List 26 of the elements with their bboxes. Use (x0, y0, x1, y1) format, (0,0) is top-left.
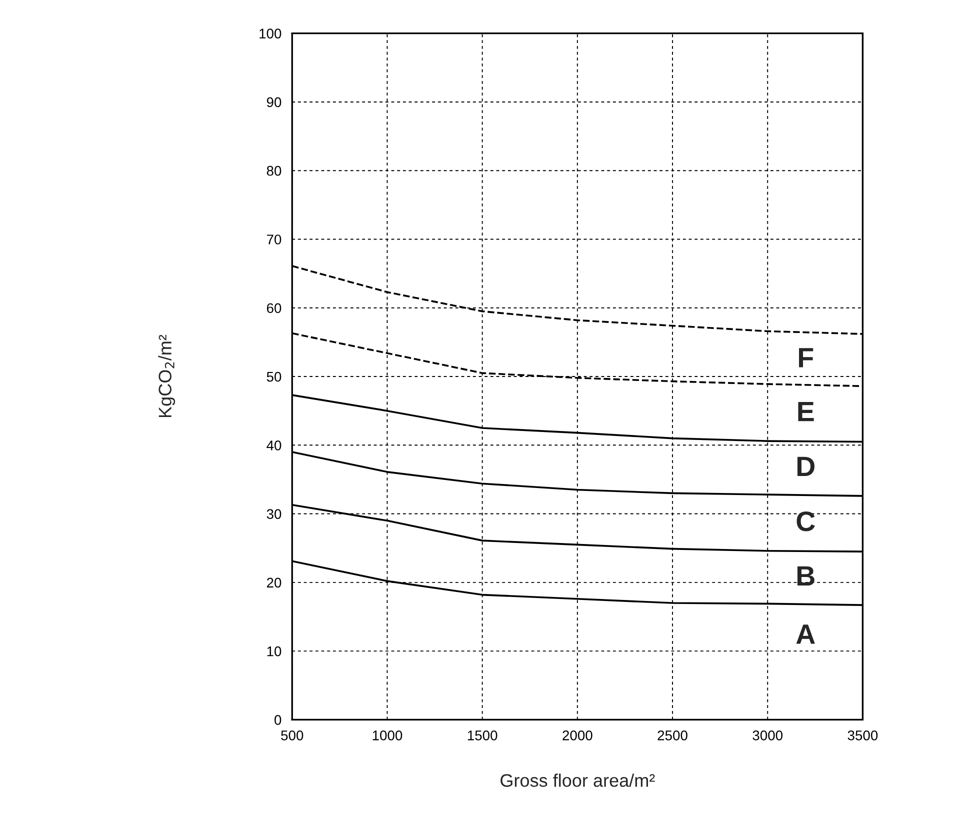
annotation: C (796, 512, 815, 532)
annotation: A (796, 624, 815, 644)
x-tick-label: 3000 (752, 730, 783, 740)
annotation: B (797, 566, 814, 586)
x-axis-title: Gross floor area/m² (500, 774, 655, 787)
y-tick-label: 50 (266, 372, 282, 382)
annotation: D (797, 456, 814, 476)
y-tick-label: 20 (266, 578, 282, 588)
x-tick-label: 2500 (658, 730, 688, 740)
annotation: E (798, 402, 814, 422)
y-tick-label: 70 (266, 234, 282, 244)
y-tick-label: 30 (266, 509, 282, 519)
y-tick-label: 80 (266, 166, 282, 176)
y-axis-title: KgCO$_{2}$/m² (158, 334, 176, 418)
x-tick-label: 1500 (468, 730, 498, 740)
x-tick-label: 500 (281, 730, 304, 740)
y-tick-label: 100 (260, 28, 282, 38)
x-tick-label: 2000 (562, 730, 592, 740)
x-tick-label: 3500 (848, 730, 878, 740)
y-tick-label: 90 (266, 97, 282, 108)
y-tick-label: 10 (267, 646, 282, 656)
y-tick-label: 60 (266, 303, 282, 314)
y-tick-label: 0 (274, 715, 282, 725)
x-tick-label: 1000 (372, 730, 402, 740)
y-tick-label: 40 (266, 440, 282, 450)
annotation: F (799, 348, 814, 368)
